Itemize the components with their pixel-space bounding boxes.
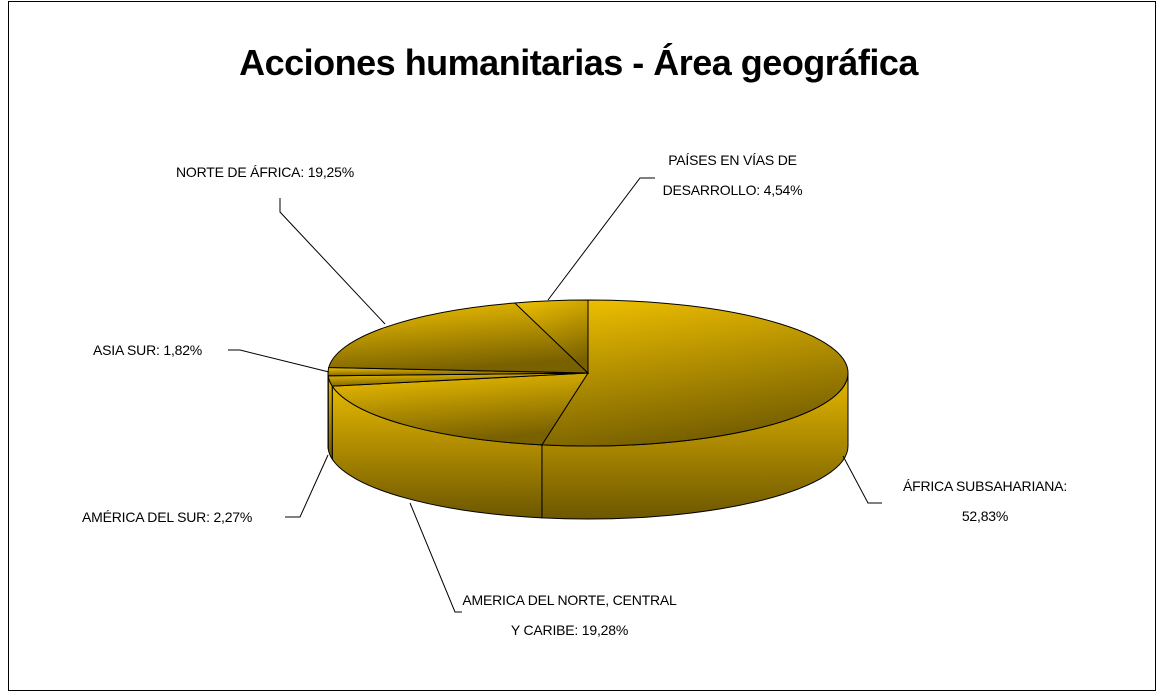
leader-lines [228, 177, 882, 613]
chart-title: Acciones humanitarias - Área geográfica [239, 42, 918, 83]
leader-line [547, 177, 655, 301]
data-label: ÁFRICA SUBSAHARIANA: 52,83% [902, 478, 1068, 524]
leader-line [279, 198, 386, 325]
leader-line [842, 455, 882, 504]
data-label: AMÉRICA DEL SUR: 2,27% [82, 509, 253, 525]
pie [327, 299, 849, 520]
data-label: ASIA SUR: 1,82% [93, 342, 203, 358]
pie-side [327, 375, 333, 461]
pie-slice [331, 372, 589, 446]
pie-slice [328, 302, 590, 374]
data-label: NORTE DE ÁFRICA: 19,25% [176, 164, 354, 180]
leader-line [228, 349, 330, 373]
leader-line [409, 502, 462, 613]
frame [8, 1, 1156, 691]
pie-slice [513, 299, 589, 375]
data-label: PAÍSES EN VÍAS DE DESARROLLO: 4,54% [662, 152, 803, 198]
leader-line [285, 454, 329, 518]
pie-slice [541, 299, 849, 447]
data-label: AMERICA DEL NORTE, CENTRAL Y CARIBE: 19,… [462, 592, 677, 638]
